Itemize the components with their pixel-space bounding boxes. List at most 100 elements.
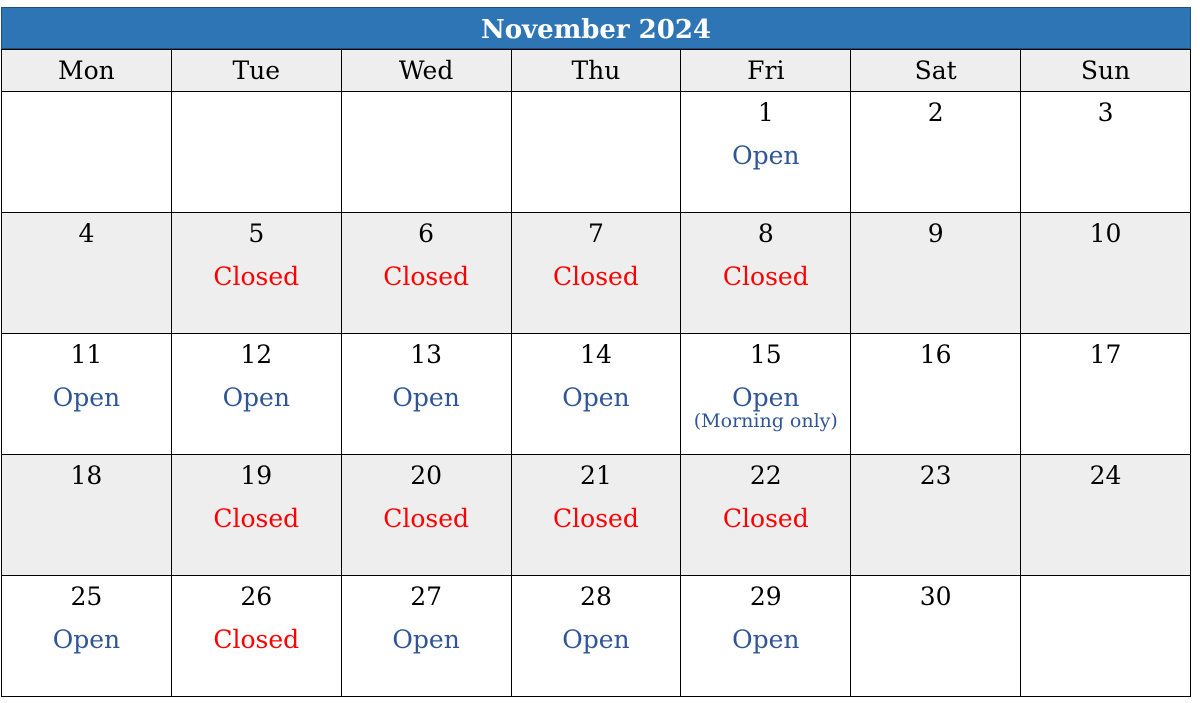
weekday-wed: Wed — [340, 49, 512, 92]
week-row: 25 Open 26 Closed 27 Open 28 Open 29 Open 30 — [1, 575, 1191, 697]
day-cell — [340, 91, 512, 213]
day-number: 21 — [580, 461, 612, 490]
day-number: 13 — [410, 340, 443, 369]
day-cell: 12 Open — [170, 333, 342, 455]
day-status: Closed — [722, 504, 809, 533]
day-cell: 26 Closed — [170, 575, 342, 697]
day-number: 4 — [78, 219, 95, 248]
weekday-tue: Tue — [170, 49, 342, 92]
day-status: Closed — [213, 625, 300, 654]
day-number: 23 — [919, 461, 952, 490]
day-status: Closed — [213, 262, 300, 291]
day-cell: 4 — [1, 212, 172, 334]
day-status: Open — [392, 625, 460, 654]
day-number: 10 — [1089, 219, 1122, 248]
day-number — [512, 98, 681, 128]
weekday-mon: Mon — [1, 49, 172, 92]
day-number: 29 — [749, 582, 782, 611]
day-number: 1 — [757, 98, 774, 127]
day-number: 27 — [410, 582, 443, 611]
day-cell: 16 — [850, 333, 1022, 455]
day-status: Closed — [383, 262, 470, 291]
day-cell: 17 — [1020, 333, 1191, 455]
week-row: 18 19 Closed 20 Closed 21 Closed 22 Closed 23 24 — [1, 454, 1191, 576]
day-cell: 30 — [850, 575, 1022, 697]
day-number: 7 — [588, 219, 604, 248]
day-status: Open — [732, 141, 800, 170]
day-status: Closed — [213, 504, 300, 533]
day-cell: 11 Open — [1, 333, 172, 455]
day-cell — [1020, 575, 1191, 697]
day-note: (Morning only) — [693, 410, 838, 432]
day-cell: 13 Open — [340, 333, 512, 455]
day-status: Closed — [553, 262, 639, 291]
day-number: 12 — [240, 340, 273, 369]
day-cell — [510, 91, 682, 213]
day-number: 20 — [410, 461, 443, 490]
day-cell: 20 Closed — [340, 454, 512, 576]
weekday-thu: Thu — [510, 49, 682, 92]
day-cell: 21 Closed — [510, 454, 682, 576]
day-status: Closed — [553, 504, 639, 533]
day-cell: 25 Open — [1, 575, 172, 697]
day-number — [1021, 582, 1190, 612]
week-row: 4 5 Closed 6 Closed 7 Closed 8 Closed 9 10 — [1, 212, 1191, 334]
day-status: Open — [732, 625, 800, 654]
day-number: 9 — [927, 219, 944, 248]
day-status: Open — [562, 383, 630, 412]
day-number: 17 — [1089, 340, 1122, 369]
day-status: Closed — [722, 262, 809, 291]
day-status: Closed — [383, 504, 470, 533]
day-cell: 6 Closed — [340, 212, 512, 334]
day-number — [342, 98, 511, 128]
day-cell: 2 — [850, 91, 1022, 213]
day-number: 26 — [240, 582, 273, 611]
day-status: Open — [732, 383, 800, 412]
day-status: Open — [52, 383, 121, 412]
week-row: 1 Open 2 3 — [1, 91, 1191, 213]
day-cell: 9 — [850, 212, 1022, 334]
calendar: November 2024 Mon Tue Wed Thu Fri Sat Su… — [1, 7, 1191, 697]
day-cell: 8 Closed — [680, 212, 852, 334]
day-cell: 5 Closed — [170, 212, 342, 334]
weekday-sat: Sat — [850, 49, 1022, 92]
day-number — [2, 98, 171, 128]
day-number: 16 — [919, 340, 952, 369]
day-cell: 10 — [1020, 212, 1191, 334]
day-number — [172, 98, 341, 128]
day-number: 18 — [70, 461, 103, 490]
day-number: 5 — [248, 219, 265, 248]
day-number: 2 — [927, 98, 944, 127]
weekday-sun: Sun — [1020, 49, 1191, 92]
day-number: 6 — [418, 219, 435, 248]
day-number: 8 — [757, 219, 774, 248]
day-number: 19 — [240, 461, 273, 490]
week-row: 11 Open 12 Open 13 Open 14 Open 15 Open (Morning o… — [1, 333, 1191, 455]
calendar-title: November 2024 — [1, 7, 1191, 49]
day-cell: 29 Open — [680, 575, 852, 697]
day-number: 15 — [749, 340, 782, 369]
day-cell — [170, 91, 342, 213]
day-number: 22 — [749, 461, 782, 490]
day-number: 25 — [70, 582, 103, 611]
day-cell: 7 Closed — [510, 212, 682, 334]
day-cell: 14 Open — [510, 333, 682, 455]
day-status: Open — [52, 625, 121, 654]
day-cell: 1 Open — [680, 91, 852, 213]
day-status: Open — [392, 383, 460, 412]
day-status: Open — [222, 383, 290, 412]
day-number: 28 — [580, 582, 612, 611]
calendar-grid: Mon Tue Wed Thu Fri Sat Sun 1 Open 2 3 4 5 Clo… — [1, 49, 1191, 697]
day-cell: 15 Open (Morning only) — [680, 333, 852, 455]
day-number: 14 — [580, 340, 612, 369]
weekday-fri: Fri — [680, 49, 852, 92]
day-cell: 3 — [1020, 91, 1191, 213]
day-cell: 18 — [1, 454, 172, 576]
day-cell: 23 — [850, 454, 1022, 576]
day-cell: 22 Closed — [680, 454, 852, 576]
day-number: 24 — [1089, 461, 1122, 490]
day-number: 30 — [919, 582, 952, 611]
day-cell: 28 Open — [510, 575, 682, 697]
day-cell — [1, 91, 172, 213]
day-number: 3 — [1097, 98, 1114, 127]
